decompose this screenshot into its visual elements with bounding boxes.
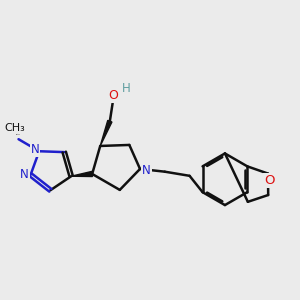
Text: methyl: methyl <box>16 134 21 135</box>
Text: N: N <box>20 168 29 181</box>
Text: N: N <box>31 143 39 156</box>
Polygon shape <box>71 171 92 176</box>
Polygon shape <box>100 120 112 146</box>
Text: N: N <box>142 164 151 177</box>
Text: O: O <box>265 174 275 187</box>
Text: CH₃: CH₃ <box>4 123 25 133</box>
Text: O: O <box>108 89 118 102</box>
Text: H: H <box>122 82 131 95</box>
